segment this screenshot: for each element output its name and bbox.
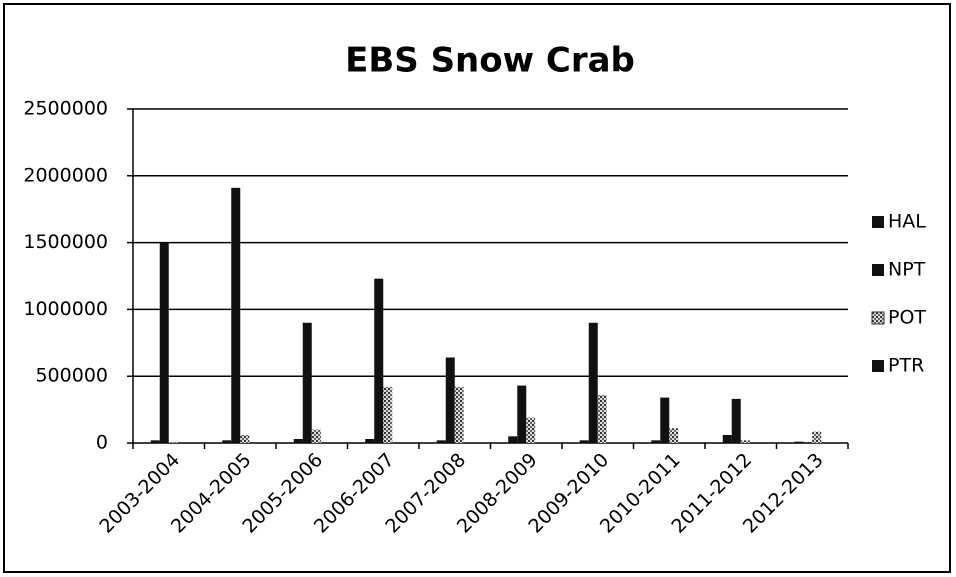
bar [150, 440, 160, 443]
legend-swatch [871, 311, 885, 325]
bar [240, 434, 250, 443]
bar [517, 385, 527, 443]
bar [168, 442, 178, 443]
y-tick-label: 500000 [35, 365, 108, 387]
y-tick-label: 0 [96, 432, 108, 454]
legend-label: PTR [888, 355, 924, 377]
bar [508, 436, 518, 443]
bar [597, 394, 607, 443]
bar [722, 434, 732, 443]
chart-title: EBS Snow Crab [345, 41, 635, 81]
bar [579, 440, 589, 443]
legend-swatch [872, 264, 884, 276]
bar [669, 428, 679, 443]
bar [159, 242, 169, 443]
bar [731, 398, 741, 443]
bar [302, 322, 312, 443]
bar [374, 278, 384, 443]
bar [588, 322, 598, 443]
legend-label: NPT [888, 259, 926, 281]
y-tick-label: 2000000 [23, 164, 108, 186]
bar [311, 429, 321, 443]
bar [740, 440, 750, 443]
bar [222, 440, 232, 443]
bar [293, 438, 303, 443]
bar [436, 440, 446, 443]
bar [445, 357, 455, 443]
bar [803, 442, 813, 443]
bar [365, 438, 375, 443]
bar [383, 386, 393, 443]
y-tick-label: 1000000 [23, 298, 108, 320]
y-tick-label: 2500000 [23, 98, 108, 120]
bar [812, 431, 822, 443]
bar [231, 187, 241, 443]
bar [651, 440, 661, 443]
legend-label: HAL [888, 211, 926, 233]
bar [660, 397, 670, 443]
y-tick-label: 1500000 [23, 231, 108, 253]
legend-swatch [872, 216, 884, 228]
legend-label: POT [888, 307, 926, 329]
bar [454, 386, 464, 443]
bar [526, 417, 536, 443]
legend-swatch [872, 360, 884, 372]
bar [794, 441, 804, 443]
